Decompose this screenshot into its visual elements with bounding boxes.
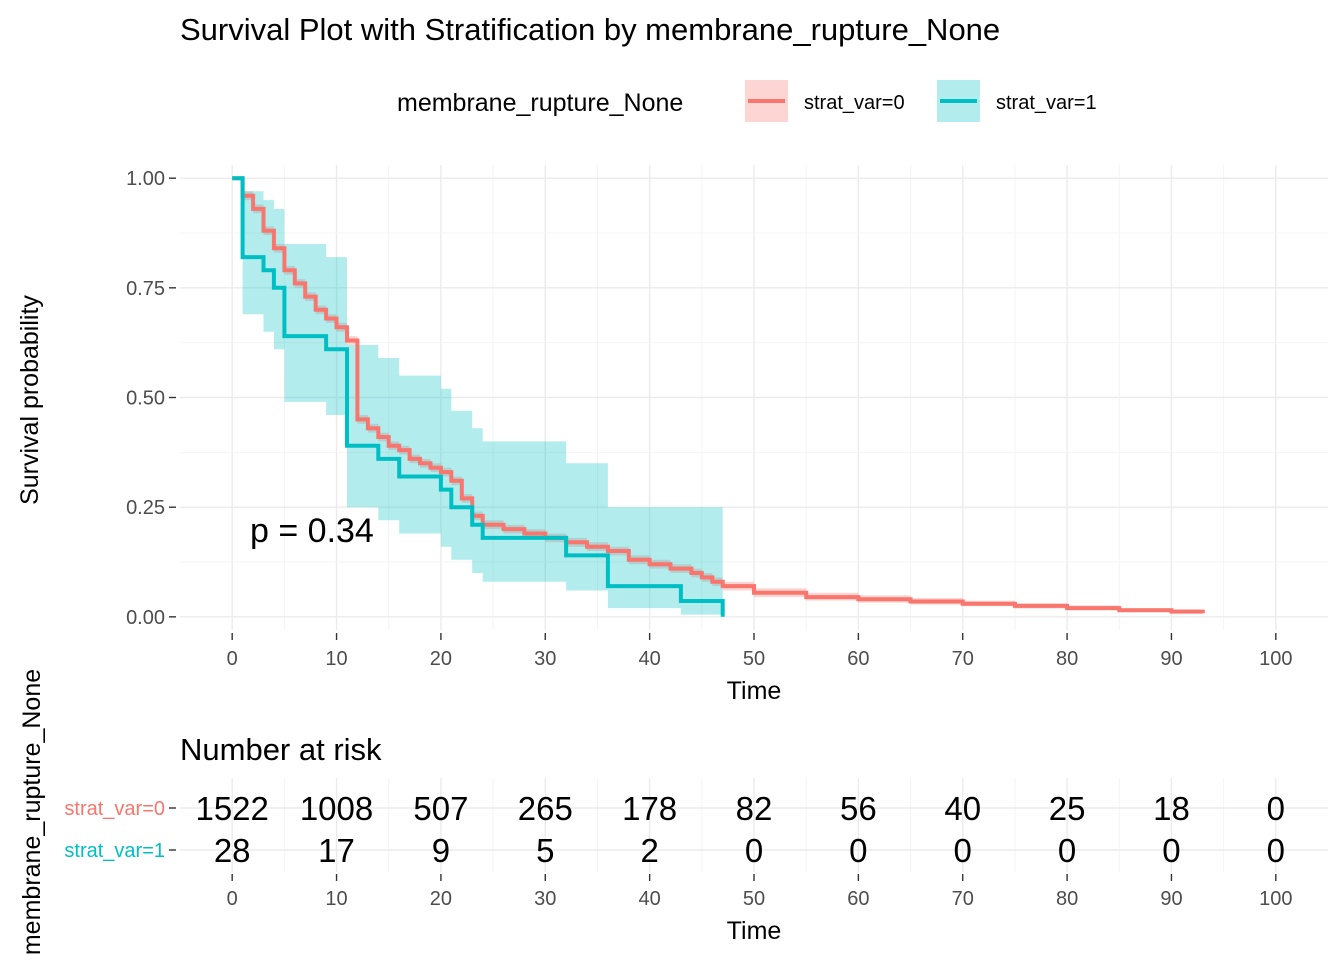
confidence-bands (232, 178, 1203, 617)
x-tick-label: 30 (534, 648, 556, 670)
risk-count: 0 (1162, 832, 1180, 869)
risk-count: 18 (1153, 790, 1190, 827)
x-tick-label: 20 (430, 648, 452, 670)
risk-count: 507 (413, 790, 468, 827)
risk-table-x-label: Time (727, 917, 782, 945)
risk-table-values: strat_var=0 1522 1008 507 265 178 82 56 40 25 18 0s… (64, 790, 1285, 869)
x-tick-label: 50 (743, 648, 765, 670)
x-tick-label: 70 (952, 648, 974, 670)
x-tick-label: 60 (847, 648, 869, 670)
risk-count: 17 (318, 832, 355, 869)
risk-table-gridlines (180, 778, 1328, 872)
risk-count: 56 (840, 790, 877, 827)
legend: membrane_rupture_None strat_var=0 strat_… (397, 80, 1097, 122)
risk-x-tick-label: 50 (743, 888, 765, 910)
survival-curve-series-0 (232, 176, 1205, 614)
risk-x-tick-label: 20 (430, 888, 452, 910)
risk-x-tick-label: 100 (1259, 888, 1292, 910)
risk-x-tick-label: 90 (1160, 888, 1182, 910)
y-tick-label: 0.75 (126, 278, 165, 300)
risk-x-tick-label: 80 (1056, 888, 1078, 910)
risk-count: 178 (622, 790, 677, 827)
risk-table-y-label: membrane_rupture_None (18, 669, 46, 955)
risk-count: 40 (944, 790, 981, 827)
y-tick-label: 0.25 (126, 497, 165, 519)
legend-label-strat-var-1: strat_var=1 (996, 92, 1097, 114)
x-tick-label: 40 (639, 648, 661, 670)
p-value-annotation: p = 0.34 (250, 512, 374, 550)
y-axis-ticks: 0.00 0.25 0.50 0.75 1.00 (126, 168, 176, 629)
risk-x-tick-label: 70 (952, 888, 974, 910)
y-tick-label: 0.50 (126, 388, 165, 410)
x-tick-label: 100 (1259, 648, 1292, 670)
risk-count: 2 (640, 832, 658, 869)
survival-curve-series-1 (232, 176, 725, 617)
x-tick-label: 90 (1160, 648, 1182, 670)
risk-count: 82 (736, 790, 773, 827)
legend-label-strat-var-0: strat_var=0 (804, 92, 905, 114)
risk-count: 25 (1049, 790, 1086, 827)
confidence-band-series-1 (232, 178, 723, 617)
y-axis-label: Survival probability (16, 295, 44, 505)
survival-curves (232, 176, 1205, 617)
risk-count: 0 (745, 832, 763, 869)
risk-row-label: strat_var=1 (64, 840, 165, 862)
x-axis-label: Time (727, 677, 782, 705)
legend-title: membrane_rupture_None (397, 89, 683, 117)
risk-count: 28 (214, 832, 251, 869)
y-tick-label: 0.00 (126, 607, 165, 629)
plot-gridlines (180, 165, 1328, 630)
x-tick-label: 80 (1056, 648, 1078, 670)
x-axis-ticks: 0 10 20 30 40 50 60 70 80 90 100 (227, 633, 1293, 670)
y-tick-label: 1.00 (126, 168, 165, 190)
risk-count: 1008 (300, 790, 373, 827)
risk-x-tick-label: 0 (227, 888, 238, 910)
risk-table-title: Number at risk (180, 732, 382, 767)
risk-x-tick-label: 10 (325, 888, 347, 910)
risk-x-tick-label: 40 (639, 888, 661, 910)
risk-count: 0 (1058, 832, 1076, 869)
risk-count: 0 (849, 832, 867, 869)
risk-count: 5 (536, 832, 554, 869)
risk-count: 1522 (195, 790, 268, 827)
risk-x-tick-label: 30 (534, 888, 556, 910)
risk-count: 0 (1267, 790, 1285, 827)
risk-count: 9 (432, 832, 450, 869)
risk-table-x-ticks: 0 10 20 30 40 50 60 70 80 90 100 (227, 874, 1293, 910)
risk-x-tick-label: 60 (847, 888, 869, 910)
risk-count: 0 (954, 832, 972, 869)
risk-count: 0 (1267, 832, 1285, 869)
x-tick-label: 10 (325, 648, 347, 670)
risk-row-label: strat_var=0 (64, 798, 165, 820)
risk-count: 265 (518, 790, 573, 827)
chart-title: Survival Plot with Stratification by mem… (180, 12, 1000, 47)
x-tick-label: 0 (227, 648, 238, 670)
